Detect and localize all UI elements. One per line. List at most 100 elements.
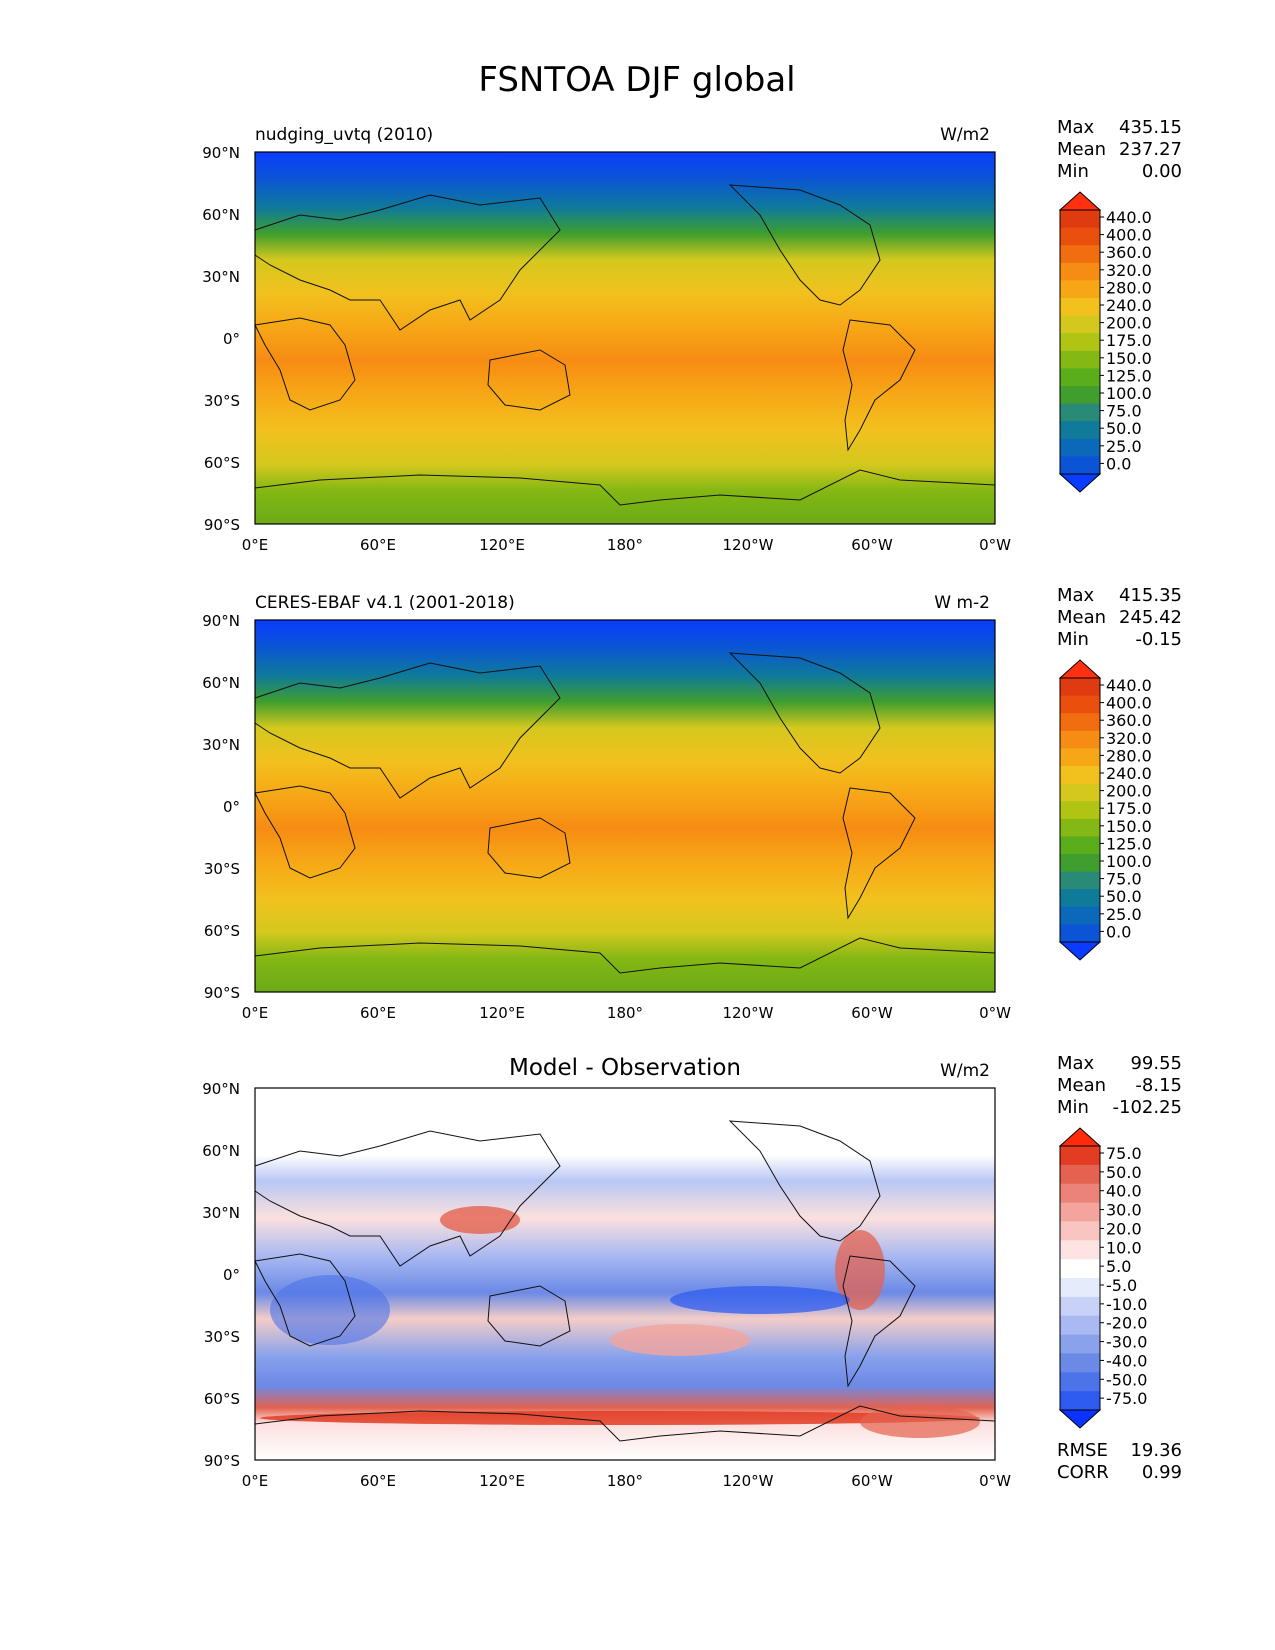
- colorbar-segment: [1060, 1202, 1100, 1222]
- colorbar-label: 75.0: [1106, 1144, 1142, 1163]
- colorbar-label: 125.0: [1106, 366, 1152, 385]
- colorbar-label: 320.0: [1106, 261, 1152, 280]
- lon-tick: 120°W: [723, 1472, 774, 1490]
- panel-difference-coastlines: [254, 1120, 996, 1442]
- stat-label: Max: [1057, 585, 1095, 606]
- colorbar-extend-max: [1058, 191, 1102, 211]
- colorbar-label: -20.0: [1106, 1314, 1147, 1333]
- colorbar-segment: [1060, 386, 1100, 405]
- colorbar-segment: [1060, 678, 1100, 697]
- colorbar-segment: [1060, 1353, 1100, 1373]
- stat-value: 237.27: [1119, 139, 1182, 160]
- lat-tick: 60°S: [204, 1390, 240, 1408]
- anomaly-patch: [835, 1230, 885, 1310]
- colorbar-segment: [1060, 730, 1100, 749]
- anomaly-patch: [440, 1206, 520, 1234]
- lat-tick: 0°: [223, 330, 240, 348]
- lat-tick: 0°: [223, 798, 240, 816]
- panel-difference-colorbar: 75.050.040.030.020.010.05.0-5.0-10.0-20.…: [1058, 1127, 1147, 1429]
- panel-observation-title: CERES-EBAF v4.1 (2001-2018): [255, 593, 515, 613]
- colorbar-segment: [1060, 315, 1100, 334]
- colorbar-label: 280.0: [1106, 278, 1152, 297]
- difference-anomaly-patches: [260, 1206, 980, 1438]
- colorbar-label: 200.0: [1106, 314, 1152, 333]
- colorbar-segment: [1060, 1259, 1100, 1279]
- colorbar-label: -5.0: [1106, 1276, 1137, 1295]
- panel-observation-field: [255, 620, 995, 992]
- colorbar-segment: [1060, 421, 1100, 440]
- colorbar-label: 25.0: [1106, 437, 1142, 456]
- lon-tick: 60°E: [360, 1472, 396, 1490]
- colorbar-label: -50.0: [1106, 1370, 1147, 1389]
- panel-observation: CERES-EBAF v4.1 (2001-2018) W m-2 90°N 6…: [202, 585, 1182, 1022]
- colorbar-segment: [1060, 1278, 1100, 1298]
- stat-value: 435.15: [1119, 117, 1182, 138]
- lon-tick: 0°W: [979, 536, 1011, 554]
- lon-tick: 0°W: [979, 1004, 1011, 1022]
- stat-label: Mean: [1057, 1075, 1106, 1096]
- stat-label: Min: [1057, 161, 1089, 182]
- lat-tick: 60°N: [202, 674, 240, 692]
- colorbar-label: -75.0: [1106, 1389, 1147, 1408]
- colorbar-label: 5.0: [1106, 1257, 1131, 1276]
- colorbar-segment: [1060, 456, 1100, 475]
- lat-tick: 60°S: [204, 922, 240, 940]
- colorbar-label: 0.0: [1106, 922, 1131, 941]
- colorbar-segment: [1060, 1296, 1100, 1317]
- figure-title: FSNTOA DJF global: [478, 60, 795, 100]
- colorbar-segment: [1060, 1334, 1100, 1354]
- colorbar-segment: [1060, 836, 1100, 855]
- lat-tick: 90°S: [204, 984, 240, 1002]
- lon-tick: 0°E: [242, 536, 269, 554]
- colorbar-frame: [1059, 209, 1101, 475]
- colorbar-segment: [1060, 748, 1100, 767]
- panel-observation-frame: [254, 619, 996, 993]
- colorbar-label: 30.0: [1106, 1201, 1142, 1220]
- colorbar-segment: [1060, 854, 1100, 873]
- colorbar-segment: [1060, 403, 1100, 422]
- colorbar-label: 50.0: [1106, 419, 1142, 438]
- colorbar-frame: [1059, 677, 1101, 943]
- lat-tick: 30°S: [204, 860, 240, 878]
- colorbar-segment: [1060, 889, 1100, 908]
- colorbar-label: 440.0: [1106, 208, 1152, 227]
- colorbar-label: 400.0: [1106, 694, 1152, 713]
- colorbar-extend-min: [1058, 1409, 1102, 1429]
- panel-observation-colorbar: 440.0400.0360.0320.0280.0240.0200.0175.0…: [1058, 659, 1152, 961]
- colorbar-extend-max: [1058, 1127, 1102, 1147]
- panel-difference-title: Model - Observation: [509, 1055, 741, 1081]
- colorbar-label: 100.0: [1106, 852, 1152, 871]
- colorbar-segment: [1060, 766, 1100, 785]
- anomaly-patch: [610, 1324, 750, 1356]
- lon-tick: 60°W: [851, 1004, 893, 1022]
- stat-value: -0.15: [1135, 629, 1182, 650]
- colorbar-label: 150.0: [1106, 817, 1152, 836]
- lat-tick: 60°N: [202, 206, 240, 224]
- panel-model-field: [255, 152, 995, 524]
- colorbar-segment: [1060, 871, 1100, 890]
- colorbar-segment: [1060, 906, 1100, 925]
- colorbar-label: 100.0: [1106, 384, 1152, 403]
- lat-tick: 90°N: [202, 612, 240, 630]
- colorbar-label: 150.0: [1106, 349, 1152, 368]
- stat-value: 19.36: [1130, 1440, 1182, 1461]
- colorbar-label: 320.0: [1106, 729, 1152, 748]
- lon-tick: 120°W: [723, 536, 774, 554]
- colorbar-segment: [1060, 262, 1100, 281]
- lon-tick: 0°E: [242, 1472, 269, 1490]
- colorbar-label: -10.0: [1106, 1295, 1147, 1314]
- lat-tick: 90°N: [202, 1080, 240, 1098]
- colorbar-label: -30.0: [1106, 1333, 1147, 1352]
- lon-tick: 180°: [607, 536, 643, 554]
- colorbar-segment: [1060, 350, 1100, 369]
- panel-difference: Model - Observation W/m2 90°N 60°N 30°N …: [202, 1053, 1182, 1490]
- stat-value: 99.55: [1130, 1053, 1182, 1074]
- colorbar-segment: [1060, 280, 1100, 299]
- colorbar-segment: [1060, 1221, 1100, 1241]
- colorbar-segment: [1060, 1315, 1100, 1336]
- colorbar-extend-min: [1058, 941, 1102, 961]
- stat-value: 0.00: [1142, 161, 1182, 182]
- colorbar-label: 0.0: [1106, 454, 1131, 473]
- stat-label: Max: [1057, 117, 1095, 138]
